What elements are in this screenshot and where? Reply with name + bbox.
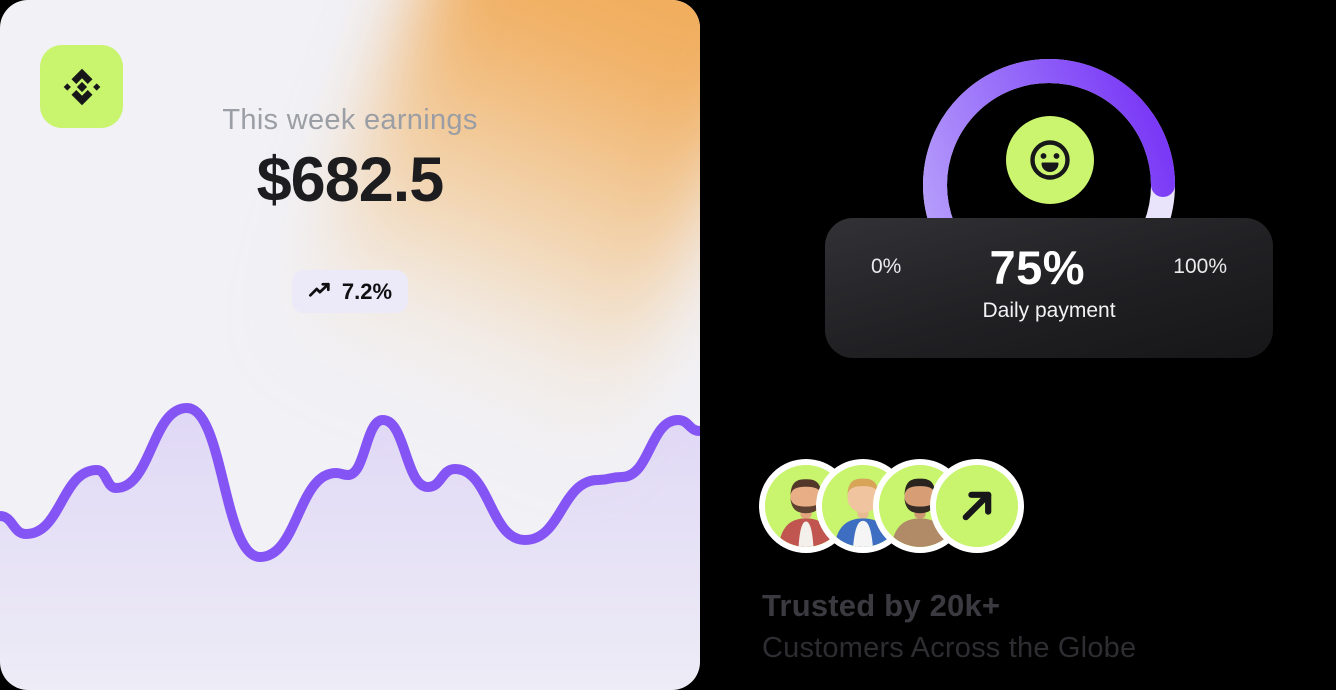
trend-badge: 7.2% [291, 270, 409, 313]
trusted-subtitle: Customers Across the Globe [762, 632, 1137, 664]
view-all-arrow-button[interactable] [930, 459, 1024, 553]
gauge-caption: Daily payment [982, 299, 1116, 322]
daily-payment-card: 0% 75% 100% Daily payment [825, 218, 1273, 358]
binance-icon [40, 45, 123, 128]
avatar-group [759, 459, 1024, 553]
arrow-up-right-icon [962, 491, 992, 521]
earnings-subtitle: This week earnings [222, 104, 478, 136]
chart-line [0, 403, 700, 562]
smiley-icon [1006, 116, 1094, 204]
trend-value: 7.2% [341, 278, 393, 304]
earnings-card: This week earnings $682.5 7.2% [0, 0, 700, 690]
gauge-min-label: 0% [871, 255, 902, 278]
gauge-max-label: 100% [1173, 255, 1227, 278]
trusted-title: Trusted by 20k+ [762, 588, 1001, 623]
gauge-value-label: 75% [989, 240, 1086, 294]
chart-area-fill [0, 408, 700, 690]
earnings-amount: $682.5 [256, 145, 445, 215]
earnings-chart [0, 403, 700, 690]
trending-up-icon [308, 280, 334, 304]
